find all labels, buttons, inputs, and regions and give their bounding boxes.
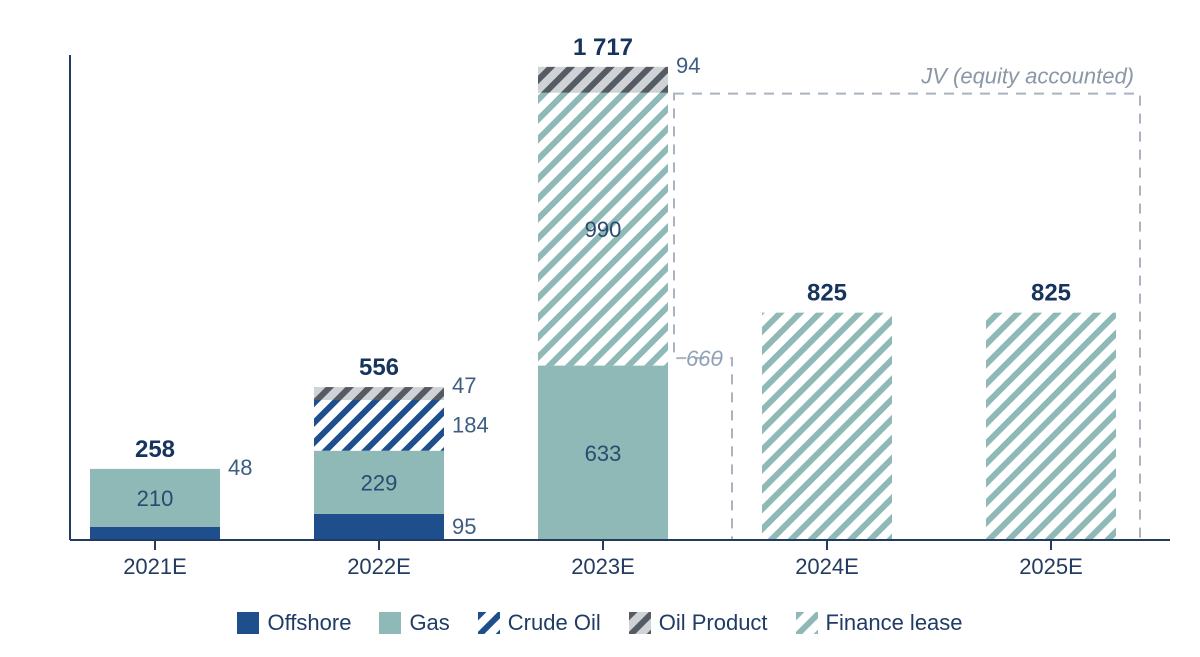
total-label: 556 <box>359 354 399 381</box>
total-side-label: 94 <box>676 53 700 78</box>
legend-label: Offshore <box>267 610 351 636</box>
seg-label: 990 <box>585 217 622 242</box>
seg-oilprod <box>538 67 668 93</box>
legend-item-offshore: Offshore <box>237 610 351 636</box>
total-label: 1 717 <box>573 34 633 61</box>
legend-label: Oil Product <box>659 610 768 636</box>
seg-offshore <box>90 527 220 540</box>
x-tick-label: 2024E <box>795 554 859 579</box>
jv-side-value: 660 <box>686 346 723 371</box>
total-side-label: 47 <box>452 373 476 398</box>
legend-item-oilprod: Oil Product <box>629 610 768 636</box>
seg-finlease <box>986 313 1116 540</box>
bar-2022E: 95 229 184 556 47 <box>314 354 489 540</box>
x-tick-label: 2023E <box>571 554 635 579</box>
legend-label: Finance lease <box>826 610 963 636</box>
legend-label: Crude Oil <box>508 610 601 636</box>
seg-oilprod <box>314 387 444 400</box>
legend-item-gas: Gas <box>379 610 449 636</box>
legend-item-crude: Crude Oil <box>478 610 601 636</box>
seg-offshore <box>314 514 444 540</box>
seg-label: 633 <box>585 441 622 466</box>
total-label: 258 <box>135 436 175 463</box>
seg-crude <box>314 400 444 451</box>
bar-2025E: 825 <box>986 280 1116 540</box>
bar-2024E: 825 <box>762 280 892 540</box>
total-label: 825 <box>1031 280 1071 307</box>
total-label: 825 <box>807 280 847 307</box>
x-tick-label: 2022E <box>347 554 411 579</box>
x-tick-label: 2021E <box>123 554 187 579</box>
seg-label: 210 <box>137 486 174 511</box>
bar-2023E: 633 990 1 717 94 660 <box>538 34 723 540</box>
x-tick-label: 2025E <box>1019 554 1083 579</box>
jv-equity-label: JV (equity accounted) <box>920 64 1134 89</box>
seg-label: 229 <box>361 470 398 495</box>
legend: Offshore Gas Crude Oil Oil Product Finance l… <box>0 610 1200 640</box>
seg-label: 184 <box>452 412 489 437</box>
legend-label: Gas <box>409 610 449 636</box>
total-side-label: 48 <box>228 455 252 480</box>
seg-label: 95 <box>452 514 476 539</box>
bar-2021E: 210 258 48 <box>90 436 252 540</box>
legend-item-finlease: Finance lease <box>796 610 963 636</box>
seg-finlease <box>762 313 892 540</box>
stacked-bar-chart: JV (equity accounted) 210 258 48 95 229 184 556… <box>0 0 1200 657</box>
